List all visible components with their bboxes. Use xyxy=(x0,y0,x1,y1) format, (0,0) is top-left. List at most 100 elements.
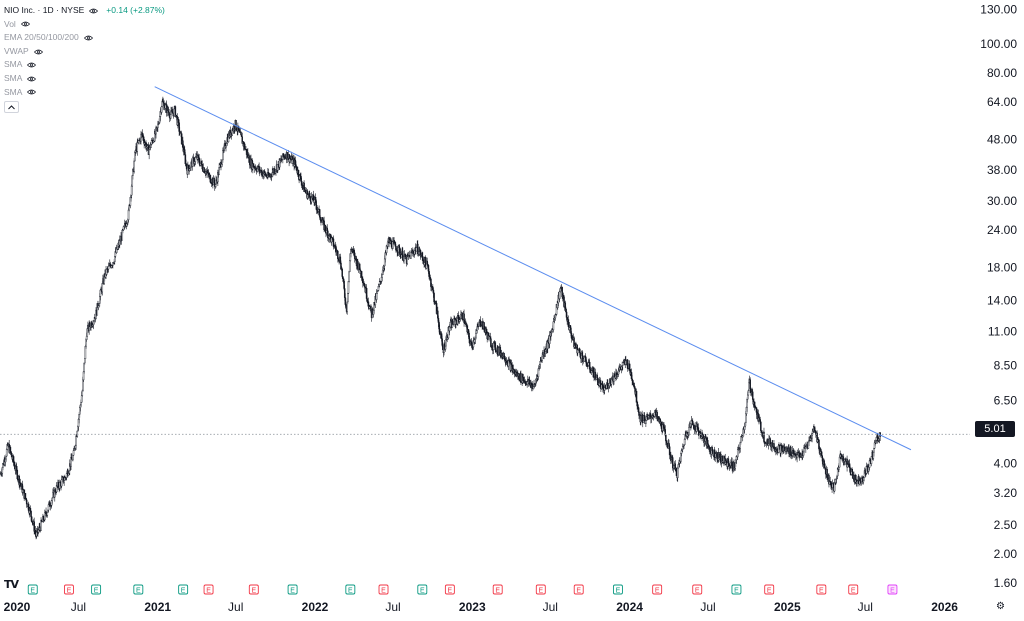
y-tick-label: 100.00 xyxy=(980,37,1017,51)
x-tick-label: 2023 xyxy=(459,600,486,614)
earnings-marker[interactable]: E xyxy=(345,584,356,595)
earnings-label: E xyxy=(695,588,700,595)
x-tick-label: 2026 xyxy=(931,600,958,614)
trendline[interactable] xyxy=(154,86,912,451)
candle xyxy=(691,418,694,426)
earnings-marker[interactable]: E xyxy=(444,584,455,595)
eye-icon[interactable] xyxy=(33,49,43,55)
y-tick-label: 14.00 xyxy=(987,293,1017,307)
indicator-label[interactable]: SMA xyxy=(4,59,23,70)
y-tick-label: 64.00 xyxy=(987,95,1017,109)
earnings-marker[interactable]: E xyxy=(652,584,663,595)
earnings-marker[interactable]: E xyxy=(492,584,503,595)
earnings-marker[interactable]: E xyxy=(178,584,189,595)
earnings-label: E xyxy=(30,588,35,595)
earnings-label: E xyxy=(851,588,856,595)
earnings-marker[interactable]: E xyxy=(248,584,259,595)
indicator-label[interactable]: EMA 20/50/100/200 xyxy=(4,32,79,43)
tradingview-logo-icon[interactable]: TV xyxy=(4,578,19,591)
earnings-label: E xyxy=(381,588,386,595)
y-tick-label: 2.00 xyxy=(994,547,1018,561)
earnings-marker[interactable]: E xyxy=(848,584,859,595)
earnings-marker[interactable]: E xyxy=(203,584,214,595)
candle xyxy=(635,388,638,403)
symbol-row: NIO Inc. · 1D · NYSE +0.14 (+2.87%) xyxy=(4,4,165,18)
x-tick-label: 2021 xyxy=(144,600,171,614)
earnings-marker[interactable]: E xyxy=(133,584,144,595)
indicator-label[interactable]: Vol xyxy=(4,18,16,29)
earnings-marker[interactable]: E xyxy=(692,584,703,595)
y-tick-label: 80.00 xyxy=(987,66,1017,80)
earnings-marker[interactable]: E xyxy=(63,584,74,595)
candle xyxy=(642,413,644,428)
earnings-label: E xyxy=(767,588,772,595)
candle xyxy=(763,440,766,447)
price-axis[interactable]: 1.60 2.00 2.50 3.20 4.00 6.50 8.50 11.00 14.00 18… xyxy=(980,3,1017,590)
y-tick-label: 1.60 xyxy=(994,576,1018,590)
collapse-legend-button[interactable] xyxy=(4,101,19,114)
indicator-label[interactable]: SMA xyxy=(4,72,23,83)
eye-icon[interactable] xyxy=(89,8,99,14)
indicator-label[interactable]: VWAP xyxy=(4,45,29,56)
indicator-row[interactable]: EMA 20/50/100/200 xyxy=(4,31,165,45)
earnings-label: E xyxy=(251,588,256,595)
indicator-row[interactable]: SMA xyxy=(4,86,165,100)
x-tick-label: Jul xyxy=(71,600,86,614)
eye-icon[interactable] xyxy=(20,21,30,27)
earnings-marker[interactable]: E xyxy=(573,584,584,595)
indicator-row[interactable]: SMA xyxy=(4,58,165,72)
candle xyxy=(833,478,836,493)
earnings-marker[interactable]: E xyxy=(612,584,623,595)
x-tick-label: 2020 xyxy=(4,600,31,614)
earnings-label: E xyxy=(290,588,295,595)
earnings-label: E xyxy=(206,588,211,595)
x-tick-label: Jul xyxy=(700,600,715,614)
indicator-row[interactable]: Vol xyxy=(4,18,165,32)
eye-icon[interactable] xyxy=(83,35,93,41)
y-tick-label: 130.00 xyxy=(980,3,1017,17)
earnings-label: E xyxy=(420,588,425,595)
eye-icon[interactable] xyxy=(27,62,37,68)
earnings-marker[interactable]: E xyxy=(731,584,742,595)
earnings-marker[interactable]: E xyxy=(27,584,38,595)
x-tick-label: 2024 xyxy=(616,600,643,614)
y-tick-label: 48.00 xyxy=(987,133,1017,147)
candle xyxy=(763,427,765,443)
y-tick-label: 8.50 xyxy=(994,358,1018,372)
indicator-row[interactable]: VWAP xyxy=(4,45,165,59)
earnings-marker[interactable]: E xyxy=(417,584,428,595)
earnings-marker[interactable]: E xyxy=(764,584,775,595)
earnings-marker[interactable]: E xyxy=(378,584,389,595)
y-tick-label: 3.20 xyxy=(994,486,1018,500)
eye-icon[interactable] xyxy=(27,89,37,95)
last-price-badge: 5.01 xyxy=(975,421,1015,437)
y-tick-label: 24.00 xyxy=(987,223,1017,237)
earnings-label: E xyxy=(136,588,141,595)
earnings-marker[interactable]: E xyxy=(535,584,546,595)
time-axis[interactable]: 2020 Jul 2021 Jul 2022 Jul 2023 Jul 2024 Jul 2025 J… xyxy=(4,600,959,614)
earnings-label: E xyxy=(819,588,824,595)
earnings-label: E xyxy=(348,588,353,595)
earnings-label: E xyxy=(655,588,660,595)
candle xyxy=(347,281,350,295)
y-tick-label: 6.50 xyxy=(994,393,1018,407)
eye-icon[interactable] xyxy=(27,76,37,82)
y-tick-label: 11.00 xyxy=(988,325,1017,339)
earnings-marker[interactable]: E xyxy=(887,584,898,595)
y-tick-label: 4.00 xyxy=(994,457,1018,471)
indicator-row[interactable]: SMA xyxy=(4,72,165,86)
indicator-label[interactable]: SMA xyxy=(4,86,23,97)
y-tick-label: 2.50 xyxy=(994,518,1018,532)
earnings-label: E xyxy=(448,588,453,595)
earnings-marker[interactable]: E xyxy=(91,584,102,595)
earnings-marker[interactable]: E xyxy=(287,584,298,595)
y-tick-label: 18.00 xyxy=(987,261,1017,275)
chart-legend: NIO Inc. · 1D · NYSE +0.14 (+2.87%) Vol … xyxy=(4,4,165,114)
settings-gear-icon[interactable]: ⚙ xyxy=(996,601,1005,612)
x-tick-label: Jul xyxy=(858,600,873,614)
earnings-marker[interactable]: E xyxy=(816,584,827,595)
y-tick-label: 30.00 xyxy=(987,194,1017,208)
symbol-title[interactable]: NIO Inc. · 1D · NYSE xyxy=(4,5,85,15)
